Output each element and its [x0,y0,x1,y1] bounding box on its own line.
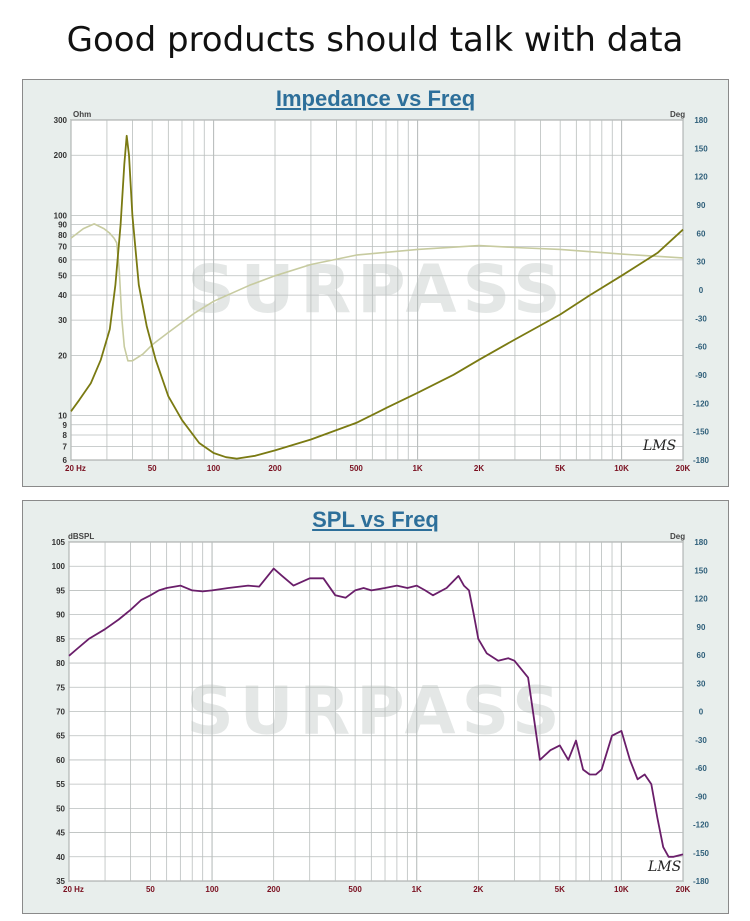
spl-y-tick-label: 40 [56,853,65,862]
spl-right-tick-label: -60 [695,764,707,773]
spl-main-series-line [68,567,684,858]
impedance-chart-title: Impedance vs Freq [275,86,476,111]
impedance-main-series-line [70,134,684,460]
page-headline: Good products should talk with data [66,20,684,60]
spl-y-tick-label: 55 [56,780,65,789]
impedance-right-tick-label: -90 [695,371,707,380]
spl-y-tick-label: 105 [52,538,66,547]
spl-x-tick-label: 1K [412,885,422,894]
impedance-right-tick-label: 180 [694,116,708,125]
impedance-x-tick-label: 50 [148,464,157,473]
spl-grid [68,541,684,882]
spl-x-tick-label: 20 Hz [63,885,84,894]
spl-y-tick-label: 70 [56,708,65,717]
spl-signature: LMS [648,859,682,875]
impedance-y-tick-label: 50 [58,272,67,281]
impedance-y-tick-label: 30 [58,316,67,325]
spl-right-tick-label: -120 [693,821,710,830]
spl-right-tick-label: 0 [699,708,704,717]
spl-y-tick-label: 75 [56,683,65,692]
impedance-y-tick-label: 70 [58,242,67,251]
spl-chart-title: SPL vs Freq [312,507,439,532]
impedance-left-unit: Ohm [73,110,92,119]
spl-x-tick-label: 100 [205,885,219,894]
impedance-right-tick-label: 150 [694,144,708,153]
impedance-right-tick-label: 30 [697,258,706,267]
spl-y-tick-label: 45 [56,829,65,838]
spl-right-tick-label: -150 [693,849,710,858]
spl-x-tick-label: 10K [614,885,629,894]
spl-right-tick-label: 150 [694,566,708,575]
spl-right-tick-label: 180 [694,538,708,547]
impedance-x-tick-label: 20K [676,464,691,473]
impedance-y-tick-label: 10 [58,412,67,421]
impedance-x-tick-label: 200 [268,464,282,473]
spl-right-tick-label: 90 [697,623,706,632]
spl-right-tick-label: 120 [694,595,708,604]
spl-right-tick-label: -180 [693,877,710,886]
impedance-y-tick-label: 80 [58,231,67,240]
impedance-chart-panel: SURPASS 20 Hz 50 100 200 500 1K 2K 5K 10K 20K 6 7 8 9 1… [22,79,729,487]
impedance-y-tick-label: 40 [58,291,67,300]
impedance-grid [70,119,684,461]
impedance-x-tick-label: 500 [350,464,364,473]
spl-y-tick-label: 35 [56,877,65,886]
impedance-right-tick-label: 90 [697,201,706,210]
impedance-signature: LMS [643,438,677,454]
impedance-y-tick-label: 20 [58,351,67,360]
impedance-y-tick-label: 8 [63,431,68,440]
spl-watermark: SURPASS [186,673,565,750]
impedance-y-tick-label: 90 [58,221,67,230]
spl-right-tick-label: 30 [697,679,706,688]
impedance-x-tick-label: 20 Hz [65,464,86,473]
spl-right-tick-label: -30 [695,736,707,745]
impedance-y-tick-label: 60 [58,256,67,265]
impedance-right-tick-label: -150 [693,428,710,437]
impedance-right-tick-label: 120 [694,173,708,182]
impedance-x-tick-label: 5K [555,464,565,473]
impedance-right-tick-label: -30 [695,314,707,323]
impedance-x-tick-label: 100 [207,464,221,473]
spl-x-tick-label: 50 [146,885,155,894]
impedance-y-tick-label: 7 [63,443,68,452]
spl-right-unit: Deg [670,532,686,541]
spl-x-tick-label: 5K [555,885,565,894]
spl-x-tick-label: 20K [676,885,691,894]
spl-y-tick-label: 85 [56,635,65,644]
impedance-right-tick-label: -180 [693,456,710,465]
impedance-right-tick-label: -120 [693,399,710,408]
impedance-y-tick-label: 100 [54,211,68,220]
spl-chart-panel: SURPASS 20 Hz 50 100 200 500 1K 2K 5K 10K 20K 35 40 4… [22,500,729,914]
spl-y-tick-label: 60 [56,756,65,765]
spl-y-tick-label: 100 [52,562,66,571]
spl-left-unit: dBSPL [68,532,95,541]
impedance-y-tick-label: 200 [54,151,68,160]
spl-x-tick-label: 2K [473,885,483,894]
impedance-right-tick-label: -60 [695,343,707,352]
impedance-x-tick-label: 1K [412,464,422,473]
impedance-x-tick-label: 10K [614,464,629,473]
impedance-y-tick-label: 6 [63,456,68,465]
spl-y-tick-label: 65 [56,732,65,741]
impedance-watermark: SURPASS [187,251,566,328]
spl-y-tick-label: 95 [56,586,65,595]
spl-y-tick-label: 90 [56,611,65,620]
spl-y-tick-label: 50 [56,804,65,813]
spl-right-tick-label: 60 [697,651,706,660]
impedance-right-unit: Deg [670,110,686,119]
impedance-x-tick-label: 2K [474,464,484,473]
impedance-right-tick-label: 60 [697,229,706,238]
impedance-y-tick-label: 9 [63,421,68,430]
spl-y-tick-label: 80 [56,659,65,668]
spl-x-tick-label: 200 [267,885,281,894]
spl-right-tick-label: -90 [695,792,707,801]
spl-x-tick-label: 500 [348,885,362,894]
impedance-y-tick-label: 300 [54,116,68,125]
impedance-right-tick-label: 0 [699,286,704,295]
